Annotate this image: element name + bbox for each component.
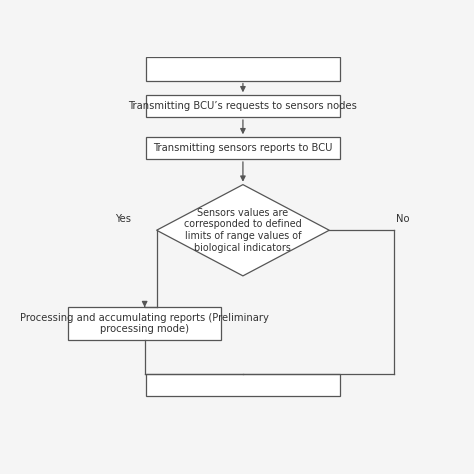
Bar [68, 307, 221, 340]
Text: No: No [396, 214, 410, 224]
Text: Transmitting sensors reports to BCU: Transmitting sensors reports to BCU [153, 143, 333, 153]
Bar [146, 137, 340, 159]
Text: Transmitting BCU’s requests to sensors nodes: Transmitting BCU’s requests to sensors n… [128, 101, 357, 111]
Bar [146, 374, 340, 396]
Text: Sensors values are
corresponded to defined
limits of range values of
biological : Sensors values are corresponded to defin… [184, 208, 302, 253]
Bar [146, 95, 340, 117]
Bar [146, 57, 340, 81]
Text: Yes: Yes [116, 214, 132, 224]
Text: Processing and accumulating reports (Preliminary
processing mode): Processing and accumulating reports (Pre… [20, 312, 269, 334]
Polygon shape [156, 185, 329, 276]
